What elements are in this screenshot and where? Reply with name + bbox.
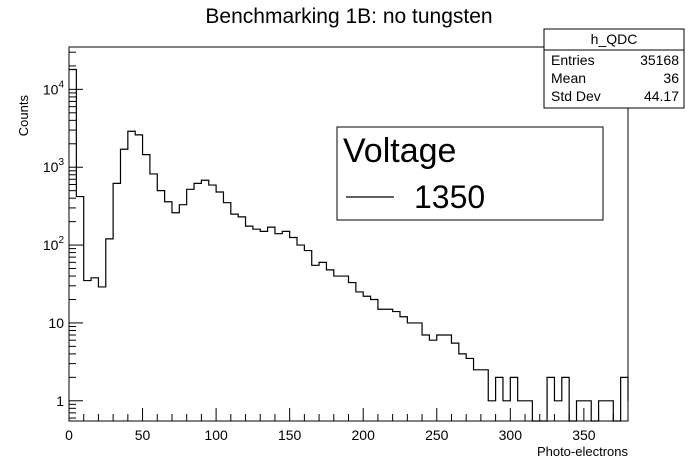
x-tick-label: 300 [499,427,523,443]
stats-mean-label: Mean [551,70,586,86]
x-axis: 0 50 100 150 200 250 300 350 [65,408,629,443]
stats-entries-value: 35168 [640,52,679,68]
x-tick-label: 200 [352,427,376,443]
stats-box-name: h_QDC [591,31,638,47]
x-tick-label: 150 [278,427,302,443]
x-axis-label: Photo-electrons [537,444,629,459]
legend-title: Voltage [343,132,456,170]
legend-entry-label: 1350 [414,179,485,215]
y-tick-label: 1 [56,393,64,409]
x-tick-label: 100 [204,427,228,443]
x-tick-label: 0 [65,427,73,443]
stats-stddev-value: 44.17 [644,88,679,104]
x-tick-label: 250 [425,427,449,443]
series-line-1350 [69,68,629,422]
stats-entries-label: Entries [551,52,595,68]
y-axis-label: Counts [16,95,31,137]
x-tick-label: 50 [135,427,151,443]
chart-title: Benchmarking 1B: no tungsten [205,5,492,28]
x-tick-label: 350 [572,427,596,443]
stats-mean-value: 36 [663,70,679,86]
stats-stddev-label: Std Dev [551,88,601,104]
y-tick-label: 10 [48,315,64,331]
legend: Voltage 1350 [336,126,604,221]
stats-box: h_QDC Entries 35168 Mean 36 Std Dev 44.1… [543,28,685,109]
